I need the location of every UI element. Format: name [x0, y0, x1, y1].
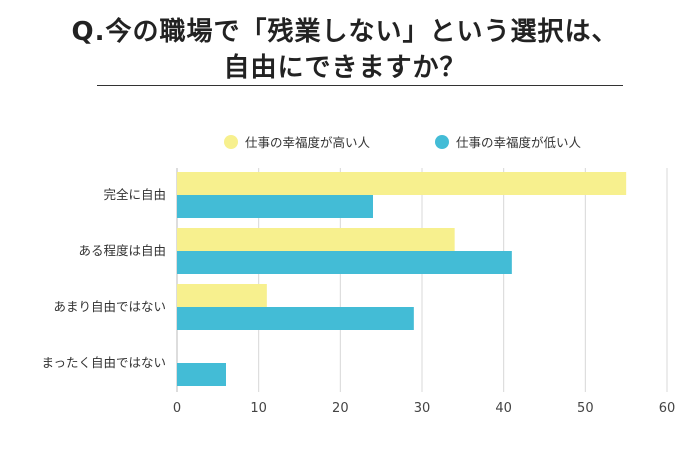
bar-low-2 [177, 307, 414, 330]
chart-title-line-2: 自由にできますか？ [223, 53, 467, 83]
legend-label: 仕事の幸福度が高い人 [245, 135, 371, 150]
legend-marker [435, 135, 449, 149]
bar-high-2 [177, 284, 267, 307]
x-tick-label: 20 [332, 401, 349, 416]
category-label: ある程度は自由 [78, 243, 166, 258]
bar-low-1 [177, 251, 512, 274]
bar-high-1 [177, 228, 455, 251]
category-label: まったく自由ではない [41, 355, 166, 370]
x-tick-label: 10 [250, 401, 267, 416]
chart-title-line-1: Q.今の職場で「残業しない」という選択は、 [71, 17, 619, 47]
legend-label: 仕事の幸福度が低い人 [456, 135, 582, 150]
title-underline [97, 85, 623, 86]
x-tick-label: 60 [659, 401, 676, 416]
bar-low-0 [177, 195, 373, 218]
category-label: あまり自由ではない [53, 299, 166, 314]
bar-low-3 [177, 363, 226, 386]
legend-marker [224, 135, 238, 149]
bar-high-0 [177, 172, 627, 195]
x-tick-label: 30 [414, 401, 431, 416]
chart-title: Q.今の職場で「残業しない」という選択は、 自由にできますか？ [0, 14, 690, 86]
category-label: 完全に自由 [103, 187, 166, 202]
x-tick-label: 50 [577, 401, 594, 416]
x-tick-label: 0 [173, 401, 181, 416]
x-tick-label: 40 [495, 401, 512, 416]
